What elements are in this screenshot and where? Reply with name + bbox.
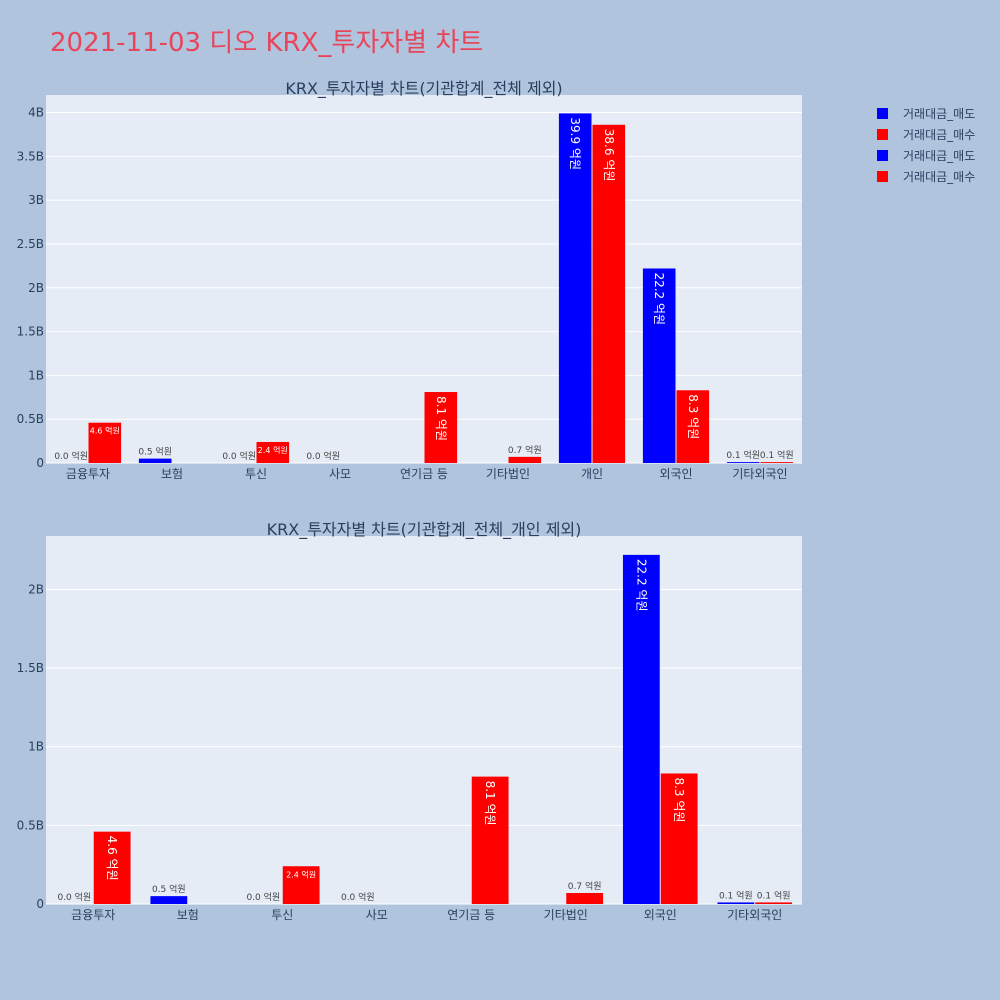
legend-swatch [877, 171, 888, 182]
subplot-title-1: KRX_투자자별 차트(기관합계_전체 제외) [285, 79, 562, 99]
data-label: 8.1 억원 [483, 781, 497, 826]
bar [424, 392, 458, 463]
bar [726, 462, 760, 463]
y-tick-label: 2B [28, 281, 44, 295]
data-label: 39.9 억원 [568, 117, 582, 170]
x-tick-label: 기타외국인 [727, 908, 782, 922]
subplot-title-2: KRX_투자자별 차트(기관합계_전체_개인 제외) [267, 520, 582, 540]
y-tick-label: 3B [28, 193, 44, 207]
data-label: 0.1 억원 [726, 449, 760, 461]
y-tick-label: 1B [28, 368, 44, 382]
bar [93, 831, 131, 904]
bar [282, 866, 320, 904]
y-tick-label: 2B [28, 582, 44, 596]
y-tick-label: 3.5B [17, 149, 44, 163]
legend-item-label: 거래대금_매도 [903, 107, 975, 121]
bar [755, 902, 793, 904]
x-tick-label: 투신 [245, 467, 267, 481]
x-tick-label: 연기금 등 [400, 467, 448, 481]
x-tick-label: 기타법인 [544, 908, 588, 922]
x-tick-label: 보험 [177, 908, 199, 922]
bar [508, 456, 542, 463]
y-tick-label: 2.5B [17, 237, 44, 251]
x-tick-label: 사모 [366, 908, 388, 922]
bar [660, 773, 698, 904]
bar [150, 896, 188, 904]
bar [592, 124, 626, 464]
data-label: 0.1 억원 [719, 889, 753, 901]
bar [256, 441, 290, 463]
legend-swatch [877, 129, 888, 140]
data-label: 2.4 억원 [258, 445, 288, 455]
y-tick-label: 0.5B [17, 818, 44, 832]
x-tick-label: 금융투자 [66, 467, 110, 481]
data-label: 0.0 억원 [222, 450, 256, 462]
x-tick-label: 외국인 [659, 467, 692, 481]
data-label: 0.0 억원 [57, 891, 91, 903]
bar [642, 268, 676, 463]
y-tick-label: 0 [36, 456, 44, 470]
data-label: 8.3 억원 [672, 777, 686, 822]
y-tick-label: 0.5B [17, 412, 44, 426]
legend-swatch [877, 108, 888, 119]
bar [566, 892, 604, 904]
legend-item-label: 거래대금_매수 [903, 128, 975, 142]
x-tick-label: 외국인 [644, 908, 677, 922]
data-label: 0.0 억원 [341, 891, 375, 903]
data-label: 8.3 억원 [686, 394, 700, 439]
data-label: 4.6 억원 [90, 426, 120, 436]
x-tick-label: 사모 [329, 467, 351, 481]
data-label: 0.5 억원 [152, 883, 186, 895]
bar [717, 902, 755, 904]
x-tick-label: 기타외국인 [732, 467, 787, 481]
x-tick-label: 금융투자 [71, 908, 115, 922]
y-tick-label: 1.5B [17, 325, 44, 339]
x-tick-label: 개인 [581, 467, 603, 481]
y-tick-label: 1.5B [17, 661, 44, 675]
y-tick-label: 4B [28, 106, 44, 120]
data-label: 0.0 억원 [246, 891, 280, 903]
legend-item-label: 거래대금_매수 [903, 170, 975, 184]
data-label: 2.4 억원 [286, 869, 316, 879]
data-label: 0.1 억원 [757, 889, 791, 901]
x-tick-label: 보험 [161, 467, 183, 481]
data-label: 4.6 억원 [105, 836, 119, 881]
x-tick-label: 연기금 등 [447, 908, 495, 922]
bar [760, 462, 794, 463]
data-label: 8.1 억원 [434, 396, 448, 441]
bar [471, 776, 509, 904]
page-title: 2021-11-03 디오 KRX_투자자별 차트 [50, 28, 484, 58]
x-tick-label: 투신 [271, 908, 293, 922]
bar [138, 458, 172, 463]
bar [558, 113, 592, 464]
data-label: 0.0 억원 [54, 450, 88, 462]
data-label: 0.7 억원 [568, 880, 602, 892]
y-tick-label: 0 [36, 897, 44, 911]
x-tick-label: 기타법인 [486, 467, 530, 481]
data-label: 0.5 억원 [138, 446, 172, 458]
data-label: 22.2 억원 [652, 272, 666, 325]
data-label: 0.1 억원 [760, 449, 794, 461]
data-label: 22.2 억원 [634, 559, 648, 612]
legend-swatch [877, 150, 888, 161]
data-label: 38.6 억원 [602, 129, 616, 182]
bar [88, 422, 122, 463]
legend-item-label: 거래대금_매도 [903, 149, 975, 163]
bar [676, 390, 710, 463]
data-label: 0.7 억원 [508, 444, 542, 456]
data-label: 0.0 억원 [306, 450, 340, 462]
bar [622, 554, 660, 904]
y-tick-label: 1B [28, 740, 44, 754]
